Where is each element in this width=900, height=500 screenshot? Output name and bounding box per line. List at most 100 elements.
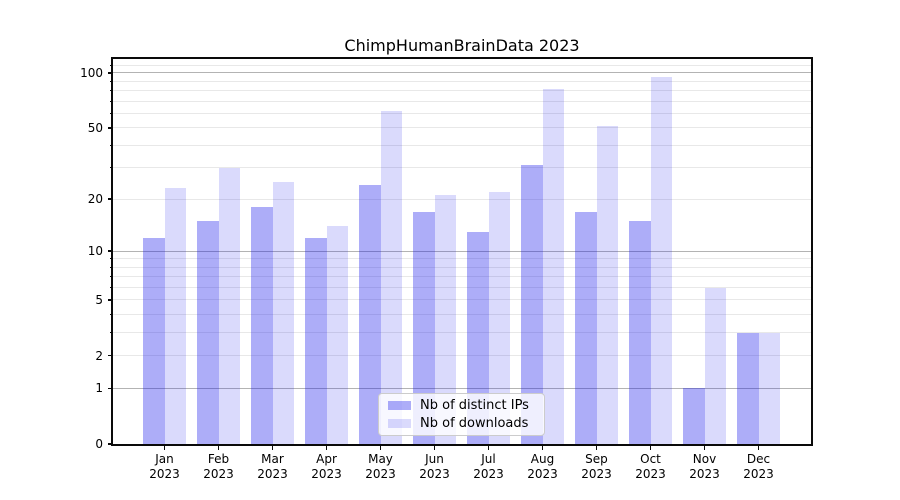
x-tick-mark	[595, 446, 598, 450]
y-minor-tick-mark	[110, 332, 113, 334]
x-tick-mark	[271, 446, 274, 450]
x-tick-mark	[217, 446, 220, 450]
bar-downloads-apr	[326, 226, 348, 444]
x-tick-label-may: May 2023	[365, 452, 396, 481]
gridline-minor	[113, 287, 811, 288]
gridline-minor	[113, 276, 811, 278]
bar-ips-mar	[251, 207, 273, 444]
y-tick-label: 20	[87, 192, 103, 207]
x-tick-mark	[541, 446, 544, 450]
y-minor-tick-mark	[110, 266, 113, 268]
x-tick-label-dec: Dec 2023	[743, 452, 774, 481]
x-tick-label-aug: Aug 2023	[527, 452, 558, 481]
y-minor-tick-mark	[110, 355, 113, 357]
gridline-major	[113, 250, 811, 252]
bar-downloads-aug	[542, 88, 564, 444]
bar-ips-jun	[413, 211, 435, 444]
y-tick-label: 10	[87, 244, 103, 259]
x-tick-mark	[379, 446, 382, 450]
y-tick-label: 1	[95, 381, 103, 396]
x-tick-mark	[757, 446, 760, 450]
x-tick-mark	[487, 446, 490, 450]
y-minor-tick-mark	[110, 64, 113, 66]
gridline-minor	[113, 100, 811, 102]
legend-swatch-downloads	[388, 418, 411, 428]
gridline-minor	[113, 167, 811, 169]
y-minor-tick-mark	[110, 167, 113, 169]
bar-ips-apr	[305, 237, 327, 444]
gridline-minor	[113, 299, 811, 301]
y-minor-tick-mark	[110, 90, 113, 92]
bar-downloads-jul	[488, 191, 510, 444]
y-minor-tick-mark	[110, 144, 113, 146]
y-tick-label: 100	[80, 65, 103, 80]
x-tick-mark	[433, 446, 436, 450]
x-tick-label-oct: Oct 2023	[635, 452, 666, 481]
x-tick-label-jul: Jul 2023	[473, 452, 504, 481]
bar-downloads-nov	[704, 287, 726, 444]
gridline-major	[113, 387, 811, 389]
bar-downloads-dec	[758, 332, 780, 444]
gridline-minor	[113, 80, 811, 82]
chart-title: ChimpHumanBrainData 2023	[344, 36, 580, 55]
x-tick-label-jan: Jan 2023	[149, 452, 180, 481]
y-tick-mark	[108, 250, 113, 252]
bar-ips-dec	[737, 332, 759, 444]
x-tick-label-sep: Sep 2023	[581, 452, 612, 481]
gridline-minor	[113, 90, 811, 92]
bar-downloads-may	[380, 110, 402, 444]
bar-ips-aug	[521, 165, 543, 444]
y-minor-tick-mark	[110, 299, 113, 301]
x-tick-label-apr: Apr 2023	[311, 452, 342, 481]
bar-ips-oct	[629, 221, 651, 444]
y-tick-mark	[108, 72, 113, 74]
gridline-minor	[113, 112, 811, 114]
y-tick-label: 0	[95, 437, 103, 451]
x-tick-label-feb: Feb 2023	[203, 452, 234, 481]
gridline-minor	[113, 198, 811, 200]
y-minor-tick-mark	[110, 198, 113, 200]
x-tick-label-nov: Nov 2023	[689, 452, 720, 481]
legend-entry-downloads: Nb of downloads	[388, 416, 535, 431]
y-minor-tick-mark	[110, 314, 113, 316]
bar-downloads-mar	[272, 182, 294, 444]
y-tick-label: 5	[95, 292, 103, 307]
bar-downloads-feb	[218, 167, 240, 444]
legend-entry-distinct-ips: Nb of distinct IPs	[388, 398, 535, 413]
gridline-major	[113, 72, 811, 74]
plot-area	[113, 59, 811, 444]
bar-ips-jul	[467, 231, 489, 444]
y-minor-tick-mark	[110, 276, 113, 278]
bar-ips-feb	[197, 221, 219, 444]
y-tick-mark	[108, 387, 113, 389]
x-tick-mark	[649, 446, 652, 450]
gridline-minor	[113, 332, 811, 334]
gridline-minor	[113, 266, 811, 268]
legend: Nb of distinct IPs Nb of downloads	[378, 393, 545, 436]
bar-downloads-oct	[650, 76, 672, 444]
gridline-minor	[113, 144, 811, 146]
y-tick-label: 2	[95, 348, 103, 363]
y-minor-tick-mark	[110, 287, 113, 288]
y-tick-mark	[108, 443, 113, 445]
y-minor-tick-mark	[110, 258, 113, 260]
y-minor-tick-mark	[110, 112, 113, 114]
legend-swatch-distinct-ips	[388, 401, 411, 411]
bar-ips-may	[359, 185, 381, 444]
gridline-minor	[113, 64, 811, 66]
x-tick-mark	[703, 446, 706, 450]
x-tick-label-jun: Jun 2023	[419, 452, 450, 481]
y-minor-tick-mark	[110, 127, 113, 129]
bar-ips-nov	[683, 388, 705, 444]
bar-downloads-jun	[434, 195, 456, 444]
x-tick-mark	[163, 446, 166, 450]
gridline-minor	[113, 258, 811, 260]
y-tick-label: 50	[87, 120, 103, 135]
gridline-minor	[113, 355, 811, 357]
bar-downloads-jan	[164, 188, 186, 444]
y-minor-tick-mark	[110, 100, 113, 102]
gridline-minor	[113, 314, 811, 316]
bar-downloads-sep	[596, 126, 618, 444]
legend-label-downloads: Nb of downloads	[420, 415, 529, 431]
